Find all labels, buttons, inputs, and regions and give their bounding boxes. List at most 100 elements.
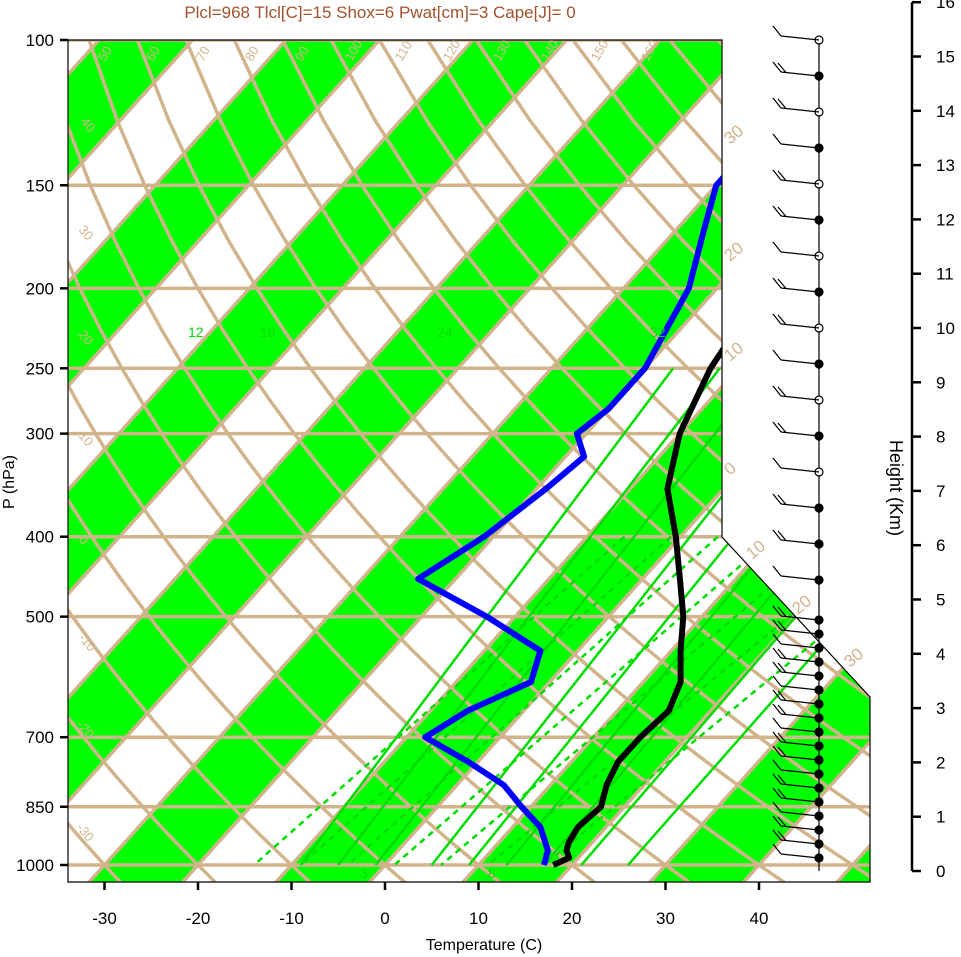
mixing-ratio-dashed-line bbox=[487, 535, 870, 866]
dry-adiabat-line bbox=[426, 40, 870, 882]
mixing-ratio-label: 3 bbox=[360, 865, 368, 881]
thetae-label: 30 bbox=[840, 644, 867, 671]
dry-adiabat-line bbox=[329, 40, 870, 882]
wind-barb-staff bbox=[780, 783, 820, 789]
mixing-ratio-label: 16 bbox=[260, 324, 276, 340]
wind-barb-feather bbox=[777, 62, 787, 73]
isotherm-line bbox=[68, 40, 475, 882]
dry-adiabat-line bbox=[68, 40, 596, 882]
dry-adiabat-line bbox=[68, 40, 407, 882]
wind-barb-feather bbox=[772, 661, 782, 673]
wind-barb-staff bbox=[780, 685, 820, 691]
isotherm-line bbox=[68, 40, 755, 882]
height-tick-label: 4 bbox=[936, 645, 945, 664]
x-tick-label: -20 bbox=[186, 909, 211, 928]
wind-barb-feather bbox=[772, 277, 782, 289]
wind-barb-feather bbox=[772, 703, 782, 715]
mixing-ratio-dashed-line bbox=[440, 535, 831, 866]
height-tick-label: 5 bbox=[936, 591, 945, 610]
wind-barb-feather bbox=[772, 565, 782, 577]
isotherm-line bbox=[68, 40, 288, 882]
y-tick-label: 200 bbox=[26, 279, 54, 298]
wind-barb-feather bbox=[772, 457, 782, 469]
wind-barb-feather bbox=[777, 648, 787, 659]
height-tick-label: 9 bbox=[936, 373, 945, 392]
mixing-ratio-label: 8 bbox=[488, 865, 496, 881]
wind-barb-staff bbox=[780, 143, 820, 149]
wind-barb-staff bbox=[780, 853, 820, 859]
wind-barb-feather bbox=[772, 493, 782, 505]
height-tick-label: 7 bbox=[936, 482, 945, 501]
theta-label: -30 bbox=[74, 820, 98, 844]
isotherm-label: 70 bbox=[193, 43, 213, 63]
y-tick-label: 100 bbox=[26, 31, 54, 50]
dry-adiabat-line bbox=[68, 40, 502, 882]
wind-barb-staff bbox=[780, 741, 820, 747]
wind-barb-staff bbox=[780, 179, 820, 185]
wind-barb-staff bbox=[780, 825, 820, 831]
wind-barb-feather bbox=[772, 313, 782, 325]
height-tick-label: 11 bbox=[936, 265, 954, 284]
wind-barb-staff bbox=[780, 811, 820, 817]
wind-barb-feather bbox=[772, 241, 782, 253]
dry-adiabat-line bbox=[68, 40, 312, 882]
wind-barb-feather bbox=[777, 816, 787, 827]
thetae-label: 30 bbox=[720, 121, 747, 148]
wind-barb-staff bbox=[780, 35, 820, 41]
wind-barb-staff bbox=[780, 503, 820, 509]
isotherm-line bbox=[648, 40, 870, 882]
wind-barb-feather bbox=[777, 98, 787, 109]
wind-barb-staff bbox=[780, 107, 820, 113]
thetae-label: 10 bbox=[720, 338, 747, 365]
plot-frame bbox=[67, 39, 871, 883]
wind-barb-feather bbox=[772, 647, 782, 659]
thetae-label: 20 bbox=[720, 238, 747, 265]
dry-adiabat-line bbox=[68, 40, 217, 882]
wind-barb-feather bbox=[772, 843, 782, 855]
wind-barb-staff bbox=[780, 251, 820, 257]
wind-barb-feather bbox=[777, 314, 787, 325]
wind-barb-feather bbox=[777, 704, 787, 715]
mixing-ratio-dashed-line bbox=[393, 535, 775, 866]
mixing-ratio-line bbox=[542, 367, 870, 866]
height-tick-label: 8 bbox=[936, 428, 945, 447]
isotherm-label: 50 bbox=[95, 43, 115, 63]
isotherm-label: 60 bbox=[143, 43, 163, 63]
wind-barb-staff bbox=[780, 671, 820, 677]
wind-barb-feather bbox=[777, 278, 787, 289]
height-tick-label: 13 bbox=[936, 156, 955, 175]
wind-barb-feather bbox=[772, 349, 782, 361]
wind-barb-staff bbox=[780, 575, 820, 581]
wind-barb-feather bbox=[777, 206, 787, 217]
wind-barb-feather bbox=[772, 529, 782, 541]
height-tick-label: 14 bbox=[936, 102, 955, 121]
wind-barb-feather bbox=[772, 717, 782, 729]
temperature-band bbox=[275, 40, 870, 882]
header-text: Plcl=968 Tlcl[C]=15 Shox=6 Pwat[cm]=3 Ca… bbox=[184, 3, 575, 22]
wind-barb-feather bbox=[777, 386, 787, 397]
dry-adiabat-line bbox=[232, 40, 870, 882]
wind-barbs bbox=[772, 25, 824, 871]
mixing-ratio-dashed-line bbox=[346, 535, 719, 866]
thetae-label: 0 bbox=[720, 458, 739, 479]
wind-barb-feather bbox=[777, 662, 787, 673]
wind-barb-feather bbox=[772, 633, 782, 645]
dry-adiabat-line bbox=[68, 40, 691, 882]
wind-barb-feather bbox=[777, 530, 787, 541]
wind-barb-staff bbox=[780, 797, 820, 803]
height-tick-label: 15 bbox=[936, 48, 955, 67]
x-tick-label: 10 bbox=[469, 909, 488, 928]
mixing-ratio-label: 32 bbox=[650, 324, 666, 340]
y-tick-label: 700 bbox=[26, 728, 54, 747]
isotherm-label: 80 bbox=[242, 43, 262, 63]
wind-barb-feather bbox=[777, 788, 787, 799]
wind-barb-feather bbox=[772, 689, 782, 701]
wind-barb-staff bbox=[780, 643, 820, 649]
wind-barb-staff bbox=[780, 395, 820, 401]
wind-barb-feather bbox=[772, 773, 782, 785]
wind-barb-staff bbox=[780, 71, 820, 77]
height-tick-label: 3 bbox=[936, 699, 945, 718]
wind-barb-feather bbox=[772, 829, 782, 841]
wind-barb-feather bbox=[772, 801, 782, 813]
